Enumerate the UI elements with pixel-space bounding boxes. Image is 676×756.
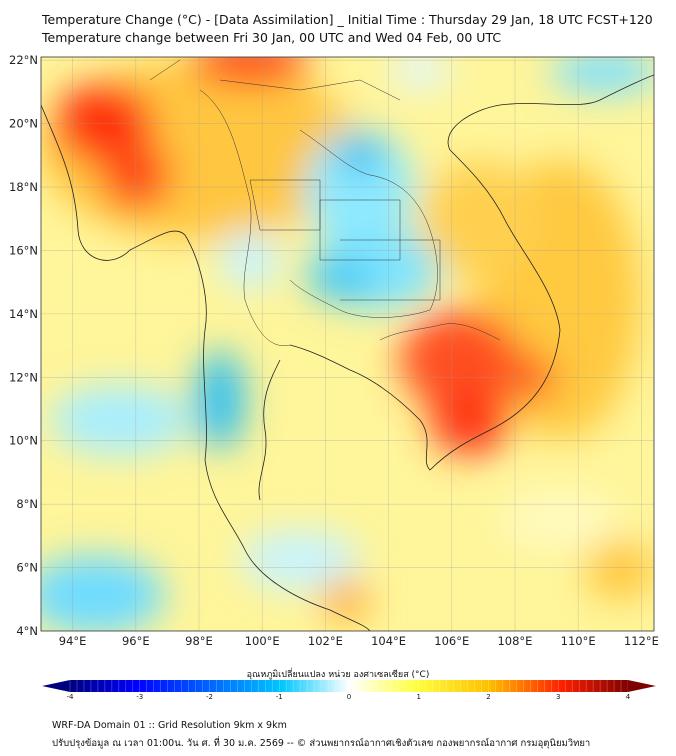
chart-subtitle: Temperature change between Fri 30 Jan, 0…	[42, 30, 502, 45]
colorbar-tick: -2	[206, 693, 213, 701]
admin-borders	[149, 59, 501, 347]
lon-label: 106°E	[434, 634, 469, 648]
lat-label: 4°N	[16, 624, 38, 638]
longitude-labels: 94°E 96°E 98°E 100°E 102°E 104°E 106°E 108°E 110…	[59, 634, 659, 648]
lat-label: 18°N	[9, 180, 38, 194]
lat-label: 14°N	[9, 307, 38, 321]
lon-label: 104°E	[371, 634, 406, 648]
lat-label: 22°N	[9, 53, 38, 67]
footer-credit: ปรับปรุงข้อมูล ณ เวลา 01:00น. วัน ศ. ที่…	[52, 738, 591, 749]
lat-label: 8°N	[16, 497, 38, 511]
lon-label: 96°E	[122, 634, 150, 648]
lat-label: 20°N	[9, 117, 38, 131]
lat-label: 6°N	[16, 561, 38, 575]
lon-label: 110°E	[561, 634, 596, 648]
lat-label: 12°N	[9, 370, 38, 384]
colorbar-tick: 4	[625, 693, 631, 701]
colorbar	[42, 680, 656, 692]
colorbar-tick: -1	[275, 693, 283, 701]
grid-lines	[41, 57, 654, 631]
colorbar-max-arrow	[628, 680, 656, 692]
lon-label: 112°E	[624, 634, 659, 648]
colorbar-tick: 0	[346, 693, 352, 701]
colorbar-gradient	[70, 680, 628, 692]
latitude-labels: 22°N 20°N 18°N 16°N 14°N 12°N 10°N 8°N 6°N 4°N	[9, 53, 38, 638]
chart-title: Temperature Change (°C) - [Data Assimila…	[42, 12, 653, 27]
colorbar-title: อุณหภูมิเปลี่ยนแปลง หน่วย องศาเซลเซียส (…	[246, 670, 430, 680]
temperature-field	[41, 57, 654, 631]
coastlines	[41, 74, 654, 631]
lon-label: 94°E	[59, 634, 87, 648]
colorbar-band-lines	[69, 680, 629, 692]
lat-label: 10°N	[9, 434, 38, 448]
lon-label: 102°E	[308, 634, 343, 648]
colorbar-tick: 3	[556, 693, 561, 701]
lat-label: 16°N	[9, 243, 38, 257]
map-frame	[40, 56, 655, 632]
colorbar-tick: 2	[486, 693, 491, 701]
lon-label: 100°E	[245, 634, 280, 648]
lon-label: 98°E	[185, 634, 213, 648]
temperature-change-map: 22°N 20°N 18°N 16°N 14°N 12°N 10°N 8°N 6°N 4°N 94…	[9, 53, 659, 648]
lon-label: 108°E	[497, 634, 532, 648]
footer-model-info: WRF-DA Domain 01 :: Grid Resolution 9km …	[52, 720, 287, 731]
colorbar-min-arrow	[42, 680, 70, 692]
colorbar-tick: 1	[416, 693, 421, 701]
colorbar-tick: -4	[66, 693, 74, 701]
colorbar-tick: -3	[136, 693, 144, 701]
